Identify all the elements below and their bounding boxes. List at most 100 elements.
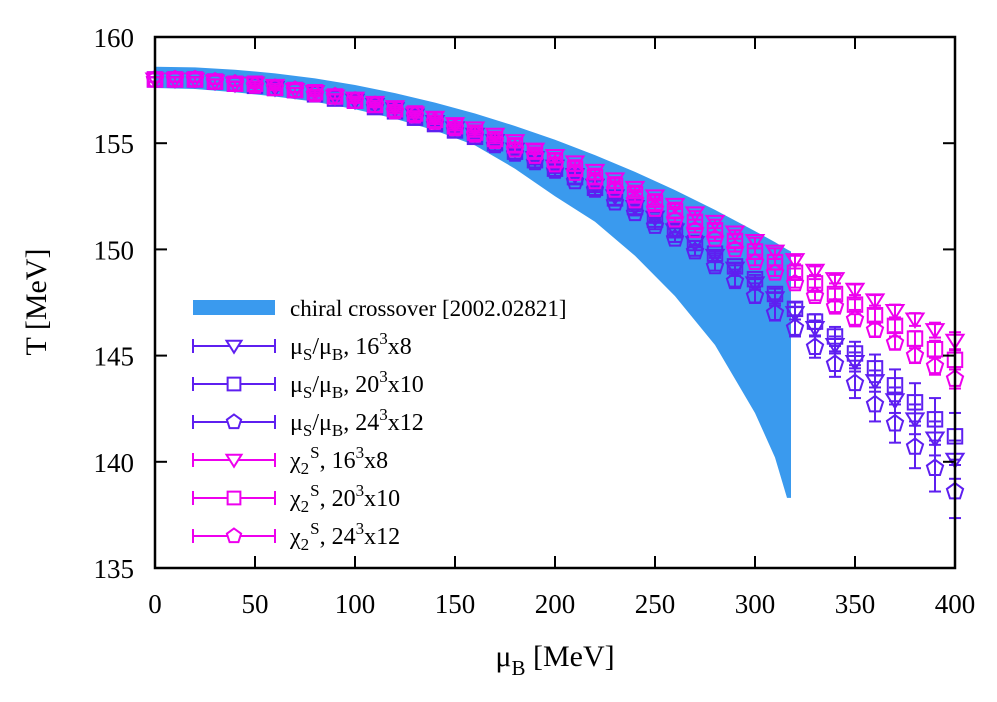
pentagon-marker (705, 256, 725, 275)
triangle-down-marker (204, 74, 226, 92)
legend-label: μS/μB, 163x8 (290, 329, 412, 364)
data-point (846, 340, 864, 367)
data-point (885, 333, 905, 351)
pentagon-marker (805, 337, 825, 355)
data-point (886, 368, 904, 403)
legend-pentagon-marker (225, 527, 243, 544)
legend-label-part: 2 (301, 459, 310, 478)
legend-item-5: χ2S, 203x10 (192, 481, 400, 516)
pentagon-marker (785, 318, 805, 336)
data-point (565, 163, 585, 181)
x-axis-label-sub: B (511, 656, 525, 680)
data-point (305, 84, 325, 103)
legend-label-part: S (303, 421, 312, 440)
pentagon-marker (805, 286, 825, 305)
square-marker (746, 270, 764, 288)
triangle-down-marker (324, 89, 346, 107)
pentagon-marker (665, 229, 685, 247)
data-point (425, 112, 445, 130)
legend-label-part: S (303, 345, 312, 364)
data-point (585, 171, 605, 190)
data-point (804, 263, 826, 281)
data-point (185, 69, 205, 88)
square-marker (906, 394, 924, 411)
data-point (665, 209, 685, 228)
pentagon-marker (185, 69, 205, 88)
legend-label-part: 2 (301, 535, 310, 554)
square-marker (866, 360, 884, 377)
series-3 (145, 69, 965, 520)
data-point (866, 353, 884, 384)
series-5 (146, 71, 964, 371)
data-point (725, 239, 745, 258)
data-point (904, 312, 926, 330)
data-point (405, 105, 425, 124)
y-tick-label: 155 (94, 129, 135, 159)
pentagon-marker (825, 297, 845, 315)
legend-label-part: 3 (356, 519, 365, 538)
legend-label-part: x10 (364, 486, 400, 512)
pentagon-marker (365, 95, 385, 113)
pentagon-marker (505, 139, 525, 158)
legend-label-part: /μ (312, 334, 332, 360)
legend-triangle-down-marker (224, 339, 244, 355)
chiral-crossover-band (155, 66, 791, 498)
data-point (866, 307, 884, 324)
data-point (345, 90, 365, 109)
triangle-down-marker (504, 134, 526, 151)
legend-label-part: , 24 (320, 524, 356, 550)
triangle-down-marker (664, 197, 686, 215)
y-tick-label: 150 (94, 235, 135, 265)
legend-label-part: B (332, 383, 343, 402)
data-point (545, 154, 565, 173)
y-tick-label: 160 (94, 23, 135, 53)
data-point (745, 286, 765, 305)
triangle-down-marker (924, 323, 946, 340)
data-point (906, 382, 924, 423)
legend-label-part: S (310, 481, 319, 500)
triangle-down-marker (644, 189, 666, 206)
legend-item-1: μS/μB, 163x8 (192, 329, 412, 364)
square-marker (806, 313, 824, 330)
triangle-down-marker (864, 293, 886, 310)
legend-label-part: , 16 (320, 448, 356, 474)
pentagon-marker (885, 413, 905, 432)
pentagon-marker (665, 209, 685, 228)
pentagon-marker (785, 273, 805, 292)
pentagon-marker (465, 124, 485, 143)
data-point (766, 285, 784, 303)
triangle-down-marker (224, 76, 246, 94)
legend-label-part: 2 (301, 497, 310, 516)
legend-label-part: , 16 (343, 334, 379, 360)
pentagon-marker (545, 154, 565, 173)
pentagon-marker (685, 220, 705, 239)
data-point (905, 345, 925, 365)
y-tick-label: 145 (94, 342, 135, 372)
legend-label-part: 3 (379, 367, 388, 386)
y-axis-label: T [MeV] (20, 249, 53, 356)
data-point (205, 71, 225, 90)
data-point (925, 443, 945, 493)
triangle-down-marker (664, 223, 686, 240)
data-point (924, 321, 946, 340)
triangle-down-marker (584, 163, 606, 181)
x-axis-label: μB [MeV] (495, 640, 614, 680)
data-point (365, 95, 385, 113)
pentagon-marker (825, 354, 845, 372)
pentagon-marker (725, 271, 745, 290)
data-point (625, 203, 645, 222)
data-point (705, 229, 725, 247)
triangle-down-marker (164, 72, 186, 90)
data-point (864, 293, 886, 310)
pentagon-marker (705, 229, 725, 247)
data-point (785, 318, 805, 338)
data-point (905, 424, 925, 470)
data-point (825, 350, 845, 378)
square-marker (906, 330, 924, 347)
data-point (605, 180, 625, 198)
data-point (485, 131, 505, 149)
legend-label: χ2S, 163x8 (289, 443, 388, 478)
x-tick-label: 400 (935, 589, 976, 619)
y-tick-label: 135 (94, 554, 135, 584)
legend-label: χ2S, 243x12 (289, 519, 400, 554)
